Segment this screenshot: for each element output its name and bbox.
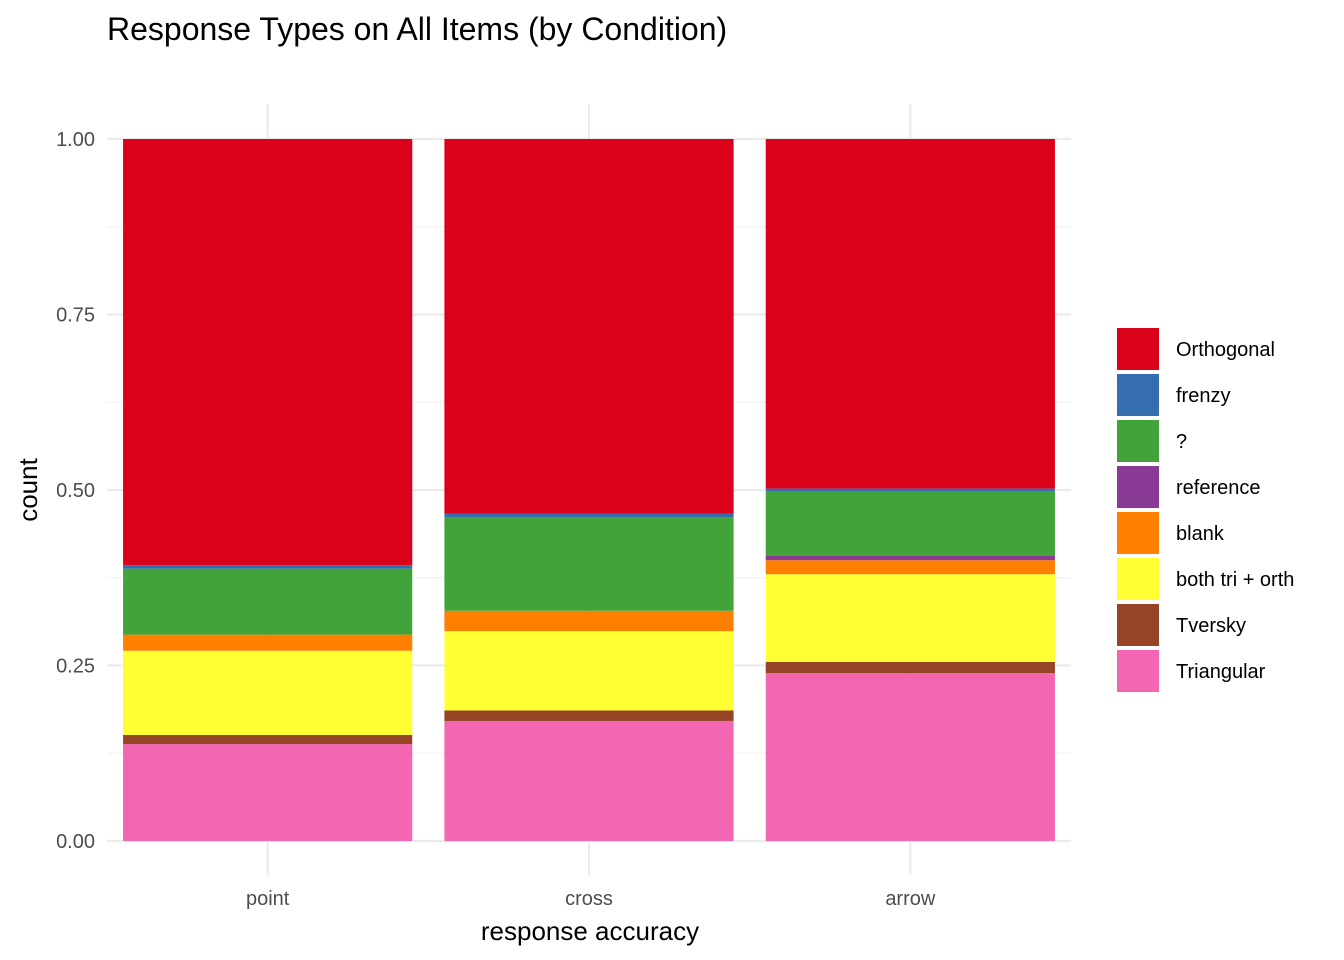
legend-label: Orthogonal — [1176, 339, 1275, 361]
y-tick-label: 0.25 — [56, 656, 95, 678]
legend-key — [1117, 374, 1159, 416]
bar-segment-arrow-triangular — [765, 673, 1055, 841]
bar-segment-cross-tversky — [444, 710, 734, 721]
bar-segment-cross-frenzy — [444, 513, 734, 518]
bar-segment-cross-both-tri-orth — [444, 631, 734, 711]
y-axis-title: count — [13, 457, 43, 521]
bar-segment-point-orthogonal — [123, 139, 413, 566]
bar-segment-cross-triangular — [444, 720, 734, 841]
legend-label: frenzy — [1176, 385, 1230, 407]
legend-key — [1117, 512, 1159, 554]
bar-segment-point-frenzy — [123, 565, 413, 569]
legend-label: reference — [1176, 477, 1261, 499]
bars — [123, 139, 1055, 841]
y-tick-label: 0.50 — [56, 480, 95, 502]
y-tick-label: 0.75 — [56, 305, 95, 327]
legend-key — [1117, 420, 1159, 462]
legend-label: Tversky — [1176, 615, 1246, 637]
bar-segment-point-blank — [123, 634, 413, 651]
bar-segment-arrow-both-tri-orth — [765, 574, 1055, 662]
legend-label: Triangular — [1176, 661, 1266, 683]
chart-title: Response Types on All Items (by Conditio… — [107, 11, 727, 47]
bar-segment-arrow-reference — [765, 555, 1055, 561]
bar-segment-arrow-orthogonal — [765, 139, 1055, 489]
bar-segment-arrow- — [765, 491, 1055, 556]
bar-segment-cross- — [444, 517, 734, 611]
bar-segment-arrow-frenzy — [765, 488, 1055, 492]
y-tick-label: 1.00 — [56, 129, 95, 151]
x-axis-tick-labels: point cross arrow — [246, 888, 936, 910]
bar-segment-point-tversky — [123, 734, 413, 745]
bar-segment-point-triangular — [123, 744, 413, 841]
bar-segment-arrow-blank — [765, 560, 1055, 575]
y-tick-label: 0.00 — [56, 831, 95, 853]
legend-key — [1117, 650, 1159, 692]
legend-label: blank — [1176, 523, 1225, 545]
y-axis-tick-labels: 0.00 0.25 0.50 0.75 1.00 — [56, 129, 95, 853]
legend-key — [1117, 466, 1159, 508]
x-tick-label: point — [246, 888, 290, 910]
legend-key — [1117, 604, 1159, 646]
bar-segment-point- — [123, 568, 413, 635]
legend: Orthogonal frenzy? reference blank both tri … — [1117, 328, 1294, 692]
legend-key — [1117, 558, 1159, 600]
x-tick-label: arrow — [885, 888, 936, 910]
x-tick-label: cross — [565, 888, 613, 910]
bar-segment-cross-blank — [444, 610, 734, 632]
x-axis-title: response accuracy — [481, 916, 699, 946]
bar-segment-arrow-tversky — [765, 661, 1055, 674]
legend-label: both tri + orth — [1176, 569, 1294, 591]
legend-key — [1117, 328, 1159, 370]
legend-label: ? — [1176, 431, 1187, 453]
bar-segment-cross-orthogonal — [444, 139, 734, 514]
bar-segment-point-both-tri-orth — [123, 650, 413, 735]
